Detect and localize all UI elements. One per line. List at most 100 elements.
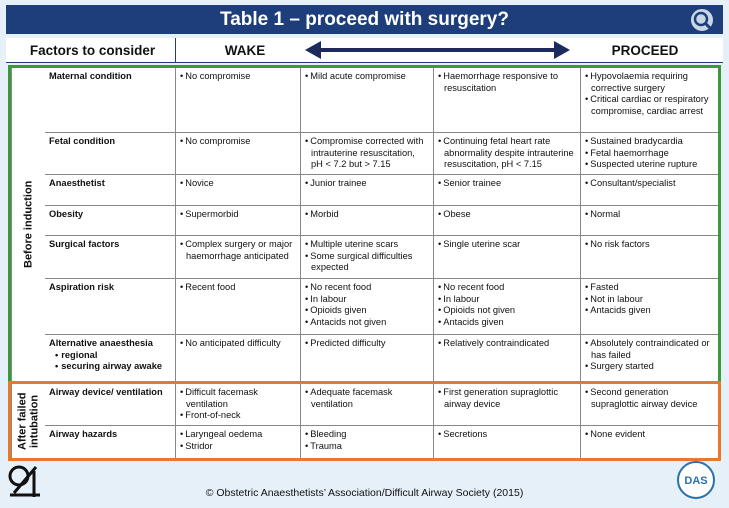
factor-item: regional xyxy=(49,350,171,362)
cell: Normal xyxy=(580,206,718,236)
cell: Senior trainee xyxy=(433,175,580,206)
factor: Maternal condition xyxy=(49,71,132,81)
item: No recent food xyxy=(305,282,429,294)
factor: Obesity xyxy=(49,209,84,219)
factor-cell: Surgical factors xyxy=(45,236,175,279)
das-text: DAS xyxy=(684,475,707,487)
cell: Recent food xyxy=(175,279,300,335)
item: Front-of-neck xyxy=(180,410,296,422)
item: Opioids given xyxy=(305,305,429,317)
item: Single uterine scar xyxy=(438,239,576,251)
item: Consultant/specialist xyxy=(585,178,714,190)
item: No compromise xyxy=(180,136,296,148)
header-proceed: PROCEED xyxy=(611,43,679,58)
item: Antacids given xyxy=(438,317,576,329)
item: Antacids not given xyxy=(305,317,429,329)
header-divider xyxy=(175,38,176,63)
item: Antacids given xyxy=(585,305,714,317)
item: Junior trainee xyxy=(305,178,429,190)
item: Not in labour xyxy=(585,294,714,306)
header-wake: WAKE xyxy=(224,43,266,58)
cell: Obese xyxy=(433,206,580,236)
cell: Predicted difficulty xyxy=(300,335,433,381)
factor: Airway device/ ventilation xyxy=(49,387,163,397)
cell: Difficult facemask ventilationFront-of-n… xyxy=(175,384,300,426)
zoom-icon[interactable] xyxy=(688,6,718,34)
header-factors: Factors to consider xyxy=(29,43,156,58)
factor: Aspiration risk xyxy=(49,282,115,292)
item: Hypovolaemia requiring corrective surger… xyxy=(585,71,714,94)
factor: Airway hazards xyxy=(49,429,118,439)
factor-cell: Fetal condition xyxy=(45,133,175,175)
cell: Multiple uterine scarsSome surgical diff… xyxy=(300,236,433,279)
item: Fetal haemorrhage xyxy=(585,148,714,160)
item: Fasted xyxy=(585,282,714,294)
item: Continuing fetal heart rate abnormality … xyxy=(438,136,576,171)
item: Opioids not given xyxy=(438,305,576,317)
factor-cell: Maternal condition xyxy=(45,68,175,133)
item: Senior trainee xyxy=(438,178,576,190)
cell: Novice xyxy=(175,175,300,206)
cell: First generation supraglottic airway dev… xyxy=(433,384,580,426)
factor: Anaesthetist xyxy=(49,178,105,188)
item: No compromise xyxy=(180,71,296,83)
cell: No risk factors xyxy=(580,236,718,279)
cell: Adequate facemask ventilation xyxy=(300,384,433,426)
item: Morbid xyxy=(305,209,429,221)
item: Suspected uterine rupture xyxy=(585,159,714,171)
cell: Mild acute compromise xyxy=(300,68,433,133)
oaa-logo xyxy=(8,465,40,497)
item: Recent food xyxy=(180,282,296,294)
item: Surgery started xyxy=(585,361,714,373)
item: Stridor xyxy=(180,441,296,453)
section: Before induction Maternal condition No com… xyxy=(8,65,721,384)
cell: None evident xyxy=(580,426,718,458)
cell: Secretions xyxy=(433,426,580,458)
item: Supermorbid xyxy=(180,209,296,221)
item: Novice xyxy=(180,178,296,190)
cell: Complex surgery or major haemorrhage ant… xyxy=(175,236,300,279)
footer: © Obstetric Anaesthetists’ Association/D… xyxy=(205,487,524,499)
item: No recent food xyxy=(438,282,576,294)
cell: Compromise corrected with intrauterine r… xyxy=(300,133,433,175)
factor-cell: Anaesthetist xyxy=(45,175,175,206)
cell: Laryngeal oedemaStridor xyxy=(175,426,300,458)
item: Multiple uterine scars xyxy=(305,239,429,251)
cell: FastedNot in labourAntacids given xyxy=(580,279,718,335)
factor-cell: Obesity xyxy=(45,206,175,236)
factor-cell: Aspiration risk xyxy=(45,279,175,335)
item: Relatively contraindicated xyxy=(438,338,576,350)
cell: No recent foodIn labourOpioids givenAnta… xyxy=(300,279,433,335)
item: Bleeding xyxy=(305,429,429,441)
das-logo: DAS xyxy=(677,461,715,499)
cell: Morbid xyxy=(300,206,433,236)
item: In labour xyxy=(305,294,429,306)
item: Normal xyxy=(585,209,714,221)
factor-cell: Airway device/ ventilation xyxy=(45,384,175,426)
cell: BleedingTrauma xyxy=(300,426,433,458)
item: Secretions xyxy=(438,429,576,441)
item: Second generation supraglottic airway de… xyxy=(585,387,714,410)
item: Mild acute compromise xyxy=(305,71,429,83)
cell: Relatively contraindicated xyxy=(433,335,580,381)
item: Compromise corrected with intrauterine r… xyxy=(305,136,429,171)
section-label: After failed intubation xyxy=(11,384,45,458)
cell: No anticipated difficulty xyxy=(175,335,300,381)
cell: Second generation supraglottic airway de… xyxy=(580,384,718,426)
cell: Consultant/specialist xyxy=(580,175,718,206)
item: Some surgical difficulties expected xyxy=(305,251,429,274)
section-label: Before induction xyxy=(11,68,45,381)
item: Predicted difficulty xyxy=(305,338,429,350)
cell: Sustained bradycardiaFetal haemorrhageSu… xyxy=(580,133,718,175)
factor: Alternative anaesthesia xyxy=(49,338,153,348)
section: After failed intubation Airway device/ ve… xyxy=(8,381,721,461)
item: Absolutely contraindicated or has failed xyxy=(585,338,714,361)
item: Haemorrhage responsive to resuscitation xyxy=(438,71,576,94)
item: Sustained bradycardia xyxy=(585,136,714,148)
title: Table 1 – proceed with surgery? xyxy=(220,9,509,30)
cell: Single uterine scar xyxy=(433,236,580,279)
item: In labour xyxy=(438,294,576,306)
item: Trauma xyxy=(305,441,429,453)
cell: Continuing fetal heart rate abnormality … xyxy=(433,133,580,175)
